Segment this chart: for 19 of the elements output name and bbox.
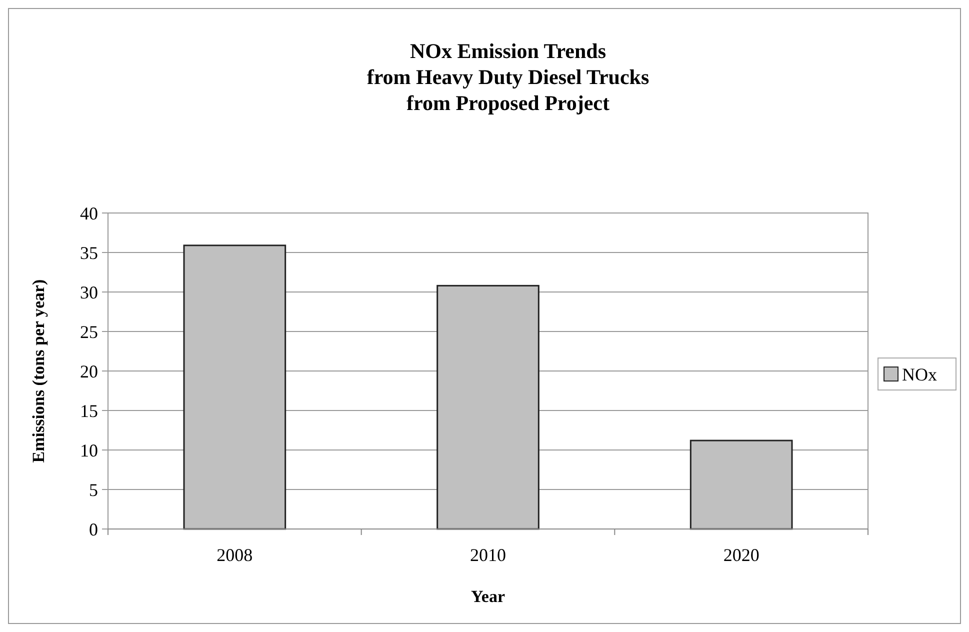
y-tick-label: 35	[80, 242, 98, 263]
x-tick-label: 2020	[723, 545, 760, 565]
x-tick-label: 2008	[216, 545, 253, 565]
y-tick-label: 40	[80, 203, 98, 224]
y-tick-label: 30	[80, 282, 98, 302]
bar	[183, 244, 286, 530]
y-tick-label: 10	[80, 440, 98, 460]
x-axis-title: Year	[471, 587, 506, 606]
y-axis-title: Emissions (tons per year)	[29, 279, 48, 463]
y-tick-label: 25	[80, 322, 98, 342]
y-tick-label: 15	[80, 400, 98, 421]
y-tick-label: 5	[89, 480, 98, 500]
bar	[690, 440, 793, 530]
chart-title: NOx Emission Trends from Heavy Duty Diesel Trucks from Proposed Project	[366, 39, 650, 115]
legend-label: NOx	[902, 364, 937, 384]
x-tick-label: 2010	[470, 545, 506, 565]
bar	[436, 284, 540, 530]
y-tick-label: 0	[89, 519, 98, 540]
y-tick-label: 20	[80, 361, 98, 382]
